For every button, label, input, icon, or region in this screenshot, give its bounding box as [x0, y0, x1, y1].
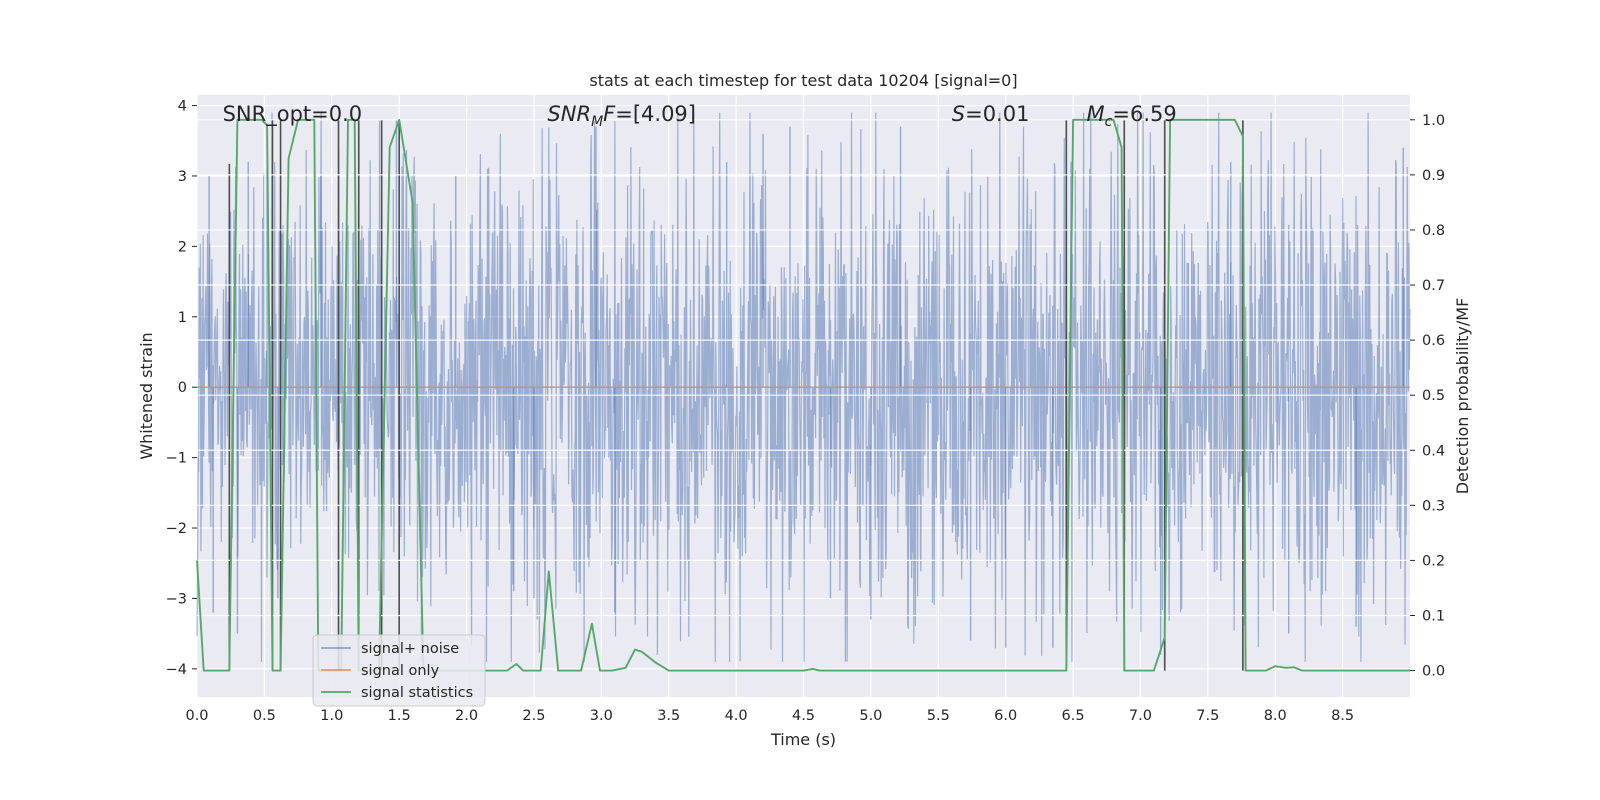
y-tick-label: 4: [178, 99, 187, 115]
y2-tick-label: 0.8: [1422, 223, 1445, 239]
x-tick-label: 6.5: [1062, 708, 1085, 724]
y2-axis-label: Detection probability/MF: [1453, 298, 1472, 495]
x-tick-label: 1.5: [388, 708, 411, 724]
y-tick-label: −4: [166, 662, 187, 678]
x-tick-label: 7.0: [1129, 708, 1152, 724]
legend-box: [312, 634, 486, 707]
x-axis-label: Time (s): [770, 730, 836, 749]
x-tick-label: 5.0: [859, 708, 882, 724]
x-tick-label: 6.0: [994, 708, 1017, 724]
x-tick-label: 8.5: [1331, 708, 1354, 724]
y2-tick-label: 0.9: [1422, 168, 1445, 184]
legend: signal+ noise signal only signal statistic…: [312, 634, 486, 707]
x-tick-label: 3.5: [657, 708, 680, 724]
x-tick-label: 1.0: [320, 708, 343, 724]
x-tick-label: 2.5: [522, 708, 545, 724]
x-tick-label: 8.0: [1264, 708, 1287, 724]
annotation: S=0.01: [952, 102, 1030, 126]
x-tick-label: 4.5: [792, 708, 815, 724]
chart-title: stats at each timestep for test data 102…: [589, 71, 1017, 90]
y2-tick-label: 0.0: [1422, 664, 1445, 680]
series-signal-statistics: [196, 118, 1410, 672]
y2-tick-label: 0.6: [1422, 333, 1445, 349]
axes-layer: 0.0 0.5 1.0 1.5 2.0 2.5 3.0 3.5 4.0 4.5 5.0 5.5 6.0 6…: [166, 99, 1445, 724]
legend-entry: signal only: [361, 663, 440, 679]
y2-tick-label: 0.2: [1422, 553, 1445, 569]
annotations: SNR_opt=0.0 SNRMF=[4.09] S=0.01 Mc=6.59: [223, 102, 1177, 130]
y2-tick-label: 0.5: [1422, 388, 1445, 404]
x-tick-label: 0.0: [185, 708, 208, 724]
x-tick-label: 5.5: [927, 708, 950, 724]
y2-tick-label: 0.7: [1422, 278, 1445, 294]
series-layer: [196, 112, 1411, 672]
y-tick-label: −3: [166, 591, 187, 607]
y-tick-label: 3: [178, 169, 187, 185]
y2-tick-label: 1.0: [1422, 113, 1445, 129]
y-tick-label: 2: [178, 239, 187, 255]
x-tick-label: 7.5: [1196, 708, 1219, 724]
legend-entry: signal+ noise: [361, 641, 459, 657]
annotation: SNRMF=[4.09]: [547, 102, 696, 130]
legend-entry: signal statistics: [361, 685, 473, 701]
y-tick-label: −1: [166, 451, 187, 467]
x-tick-label: 4.0: [725, 708, 748, 724]
x-tick-label: 3.0: [590, 708, 613, 724]
y-tick-label: 0: [178, 380, 187, 396]
annotation: Mc=6.59: [1087, 102, 1177, 130]
y2-tick-label: 0.3: [1422, 498, 1445, 514]
annotation: SNR_opt=0.0: [223, 102, 363, 127]
x-tick-label: 2.0: [455, 708, 478, 724]
y-tick-label: 1: [178, 310, 187, 326]
x-tick-label: 0.5: [253, 708, 276, 724]
y-tick-label: −2: [166, 521, 187, 537]
y2-tick-label: 0.1: [1422, 608, 1445, 624]
y-axis-label: Whitened strain: [137, 332, 156, 459]
y2-tick-label: 0.4: [1422, 443, 1445, 459]
